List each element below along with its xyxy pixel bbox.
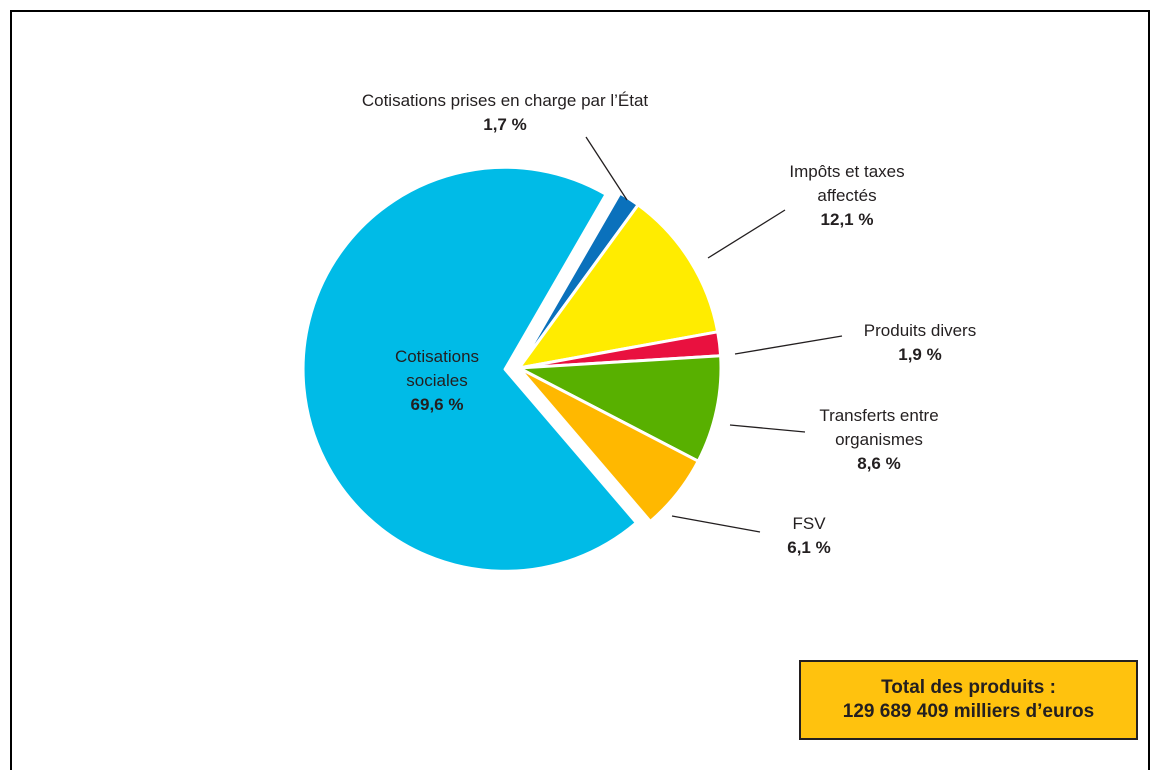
pie-slice xyxy=(517,366,700,523)
slice-label: Cotisations xyxy=(395,347,479,366)
total-box: Total des produits : 129 689 409 millier… xyxy=(799,660,1138,740)
leader-line xyxy=(671,515,761,533)
pie-slice xyxy=(301,165,638,573)
slice-value: 69,6 % xyxy=(411,395,464,414)
leader-line xyxy=(585,136,628,201)
slice-value: 8,6 % xyxy=(857,454,900,473)
slice-label: FSV xyxy=(792,514,826,533)
slice-label: affectés xyxy=(817,186,876,205)
slice-value: 12,1 % xyxy=(821,210,874,229)
total-label: Total des produits : xyxy=(881,677,1056,698)
leader-line xyxy=(729,424,806,433)
total-value: 129 689 409 milliers d’euros xyxy=(842,701,1095,722)
slice-value: 1,9 % xyxy=(898,345,941,364)
leader-line xyxy=(707,209,786,259)
pie-slice xyxy=(517,354,723,463)
slice-label: sociales xyxy=(406,371,467,390)
pie-slice xyxy=(517,203,720,370)
slice-value: 1,7 % xyxy=(483,115,526,134)
slice-label: Transferts entre xyxy=(819,406,938,425)
chart-frame xyxy=(10,10,1150,770)
slice-label: Cotisations prises en charge par l’État xyxy=(362,91,649,110)
slice-label: Produits divers xyxy=(864,321,976,340)
slice-label: Impôts et taxes xyxy=(789,162,904,181)
slice-value: 6,1 % xyxy=(787,538,830,557)
leader-line xyxy=(734,335,843,355)
slice-label: organismes xyxy=(835,430,923,449)
